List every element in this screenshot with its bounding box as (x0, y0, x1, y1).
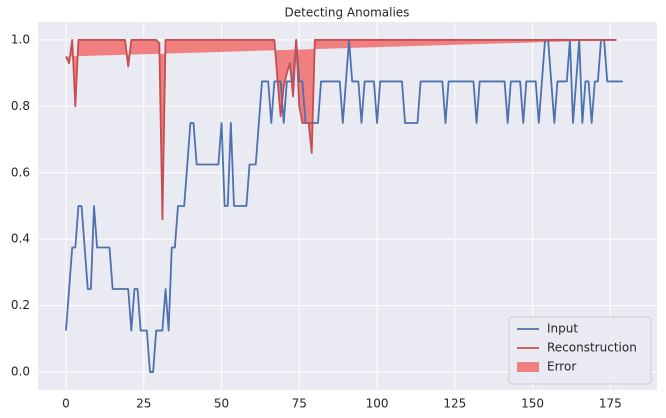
legend-label: Input (547, 322, 578, 336)
y-tick-label: 0.2 (11, 298, 30, 312)
y-tick-label: 1.0 (11, 32, 30, 46)
x-tick-label: 25 (136, 397, 151, 411)
x-tick-label: 125 (443, 397, 466, 411)
x-tick-label: 75 (292, 397, 307, 411)
legend-swatch (517, 362, 539, 372)
y-tick-label: 0.4 (11, 232, 30, 246)
chart-title: Detecting Anomalies (285, 6, 410, 20)
legend-box (508, 316, 652, 385)
y-tick-label: 0.8 (11, 99, 30, 113)
y-tick-label: 0.6 (11, 165, 30, 179)
legend-label: Reconstruction (547, 341, 637, 355)
x-tick-label: 50 (214, 397, 229, 411)
legend-label: Error (547, 360, 576, 374)
y-tick-label: 0.0 (11, 365, 30, 379)
series-line (65, 39, 623, 373)
series-line (65, 39, 617, 221)
x-tick-label: 100 (366, 397, 389, 411)
x-tick-label: 0 (62, 397, 70, 411)
x-tick-label: 175 (599, 397, 622, 411)
x-tick-label: 150 (521, 397, 544, 411)
